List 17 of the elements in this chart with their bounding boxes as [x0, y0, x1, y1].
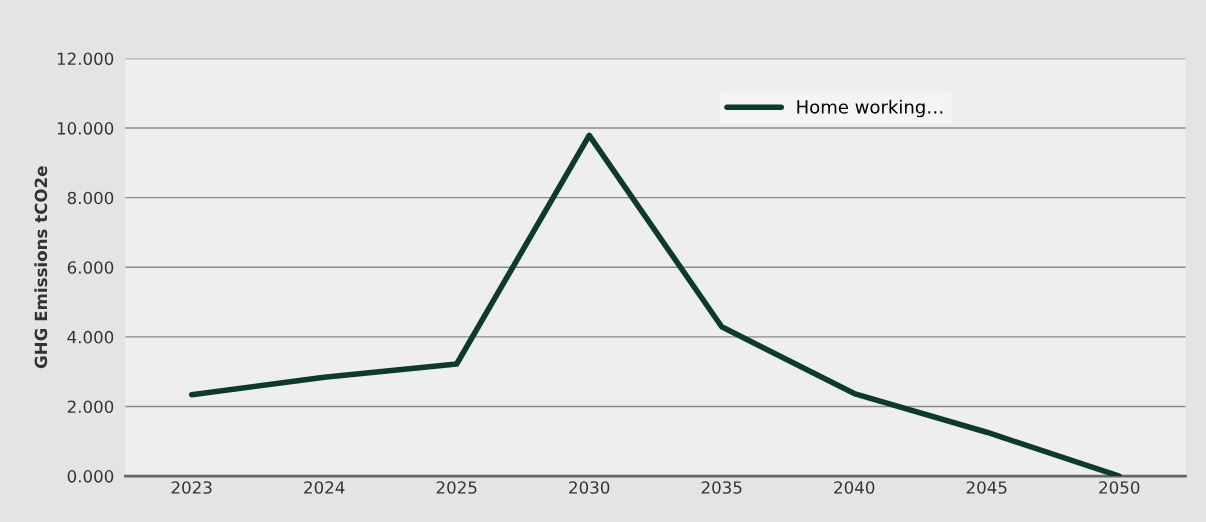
x-tick-label: 2024: [304, 481, 345, 494]
x-tick-label: 2040: [834, 481, 875, 494]
y-tick-label: 8.000: [67, 191, 114, 205]
y-tick-label: 12.000: [57, 52, 114, 66]
x-tick-label: 2023: [171, 481, 212, 494]
y-tick-label: 10.000: [57, 122, 114, 135]
y-tick-label: 4.000: [67, 330, 114, 344]
x-tick-label: 2035: [701, 481, 742, 494]
y-tick-label: 6.000: [67, 261, 114, 274]
x-tick-label: 2030: [569, 481, 610, 494]
legend-label: Home working…: [797, 99, 943, 118]
y-tick-label: 0.000: [67, 470, 114, 483]
x-tick-label: 2050: [1099, 481, 1140, 494]
x-tick-label: 2045: [966, 481, 1007, 494]
y-axis-title: GHG Emissions tCO2e: [34, 166, 48, 369]
y-tick-label: 2.000: [67, 400, 114, 414]
x-tick-label: 2025: [436, 481, 477, 494]
